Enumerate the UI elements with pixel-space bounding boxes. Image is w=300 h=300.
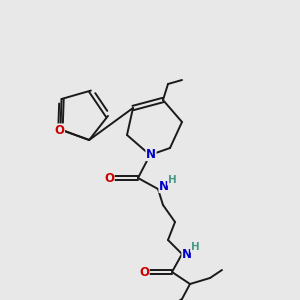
Text: O: O xyxy=(139,266,149,280)
Text: N: N xyxy=(146,148,156,160)
Text: O: O xyxy=(104,172,114,184)
Text: O: O xyxy=(54,124,64,137)
Text: N: N xyxy=(159,179,169,193)
Text: H: H xyxy=(168,175,176,185)
Text: H: H xyxy=(190,242,200,252)
Text: N: N xyxy=(182,248,192,260)
